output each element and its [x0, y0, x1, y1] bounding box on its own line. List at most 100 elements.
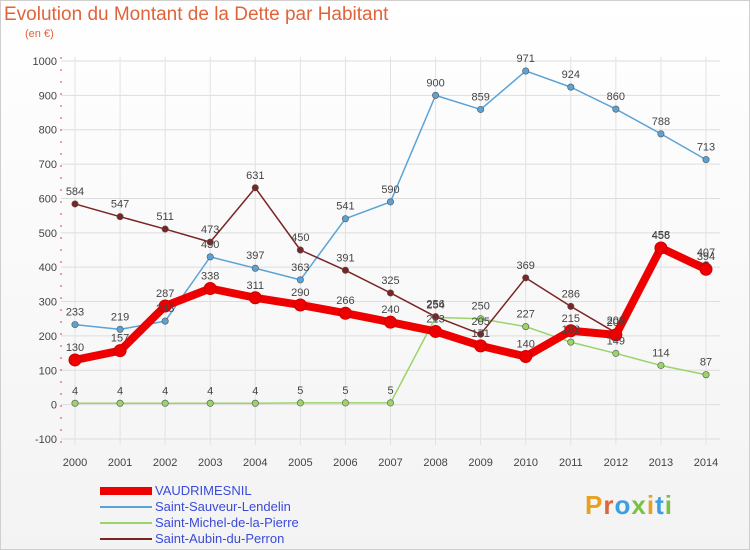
- data-point: [519, 350, 533, 364]
- logo-letter: o: [614, 490, 632, 520]
- data-point: [564, 324, 578, 338]
- data-label: 250: [471, 301, 489, 313]
- data-point: [341, 399, 349, 407]
- data-label: 213: [426, 313, 444, 325]
- logo-letter: r: [603, 490, 615, 520]
- y-tick-label: 100: [39, 365, 57, 377]
- data-label: 130: [66, 342, 84, 354]
- data-label: 391: [336, 252, 354, 264]
- y-tick-label: 200: [39, 331, 57, 343]
- data-label: 4: [117, 385, 123, 397]
- data-point: [477, 315, 485, 323]
- chart-title: Evolution du Montant de la Dette par Hab…: [4, 4, 389, 25]
- data-label: 240: [381, 304, 399, 316]
- legend-label: VAUDRIMESNIL: [155, 483, 252, 498]
- data-label: 338: [201, 270, 219, 282]
- x-tick-label: 2007: [378, 457, 402, 469]
- data-point: [161, 317, 169, 325]
- data-label: 203: [607, 317, 625, 329]
- y-tick-label: 600: [39, 193, 57, 205]
- data-point: [522, 274, 530, 282]
- data-label: 233: [66, 307, 84, 319]
- data-label: 254: [426, 299, 444, 311]
- data-point: [341, 215, 349, 223]
- series-layer: [68, 67, 713, 407]
- data-point: [432, 313, 440, 321]
- data-label: 511: [156, 211, 174, 223]
- data-label: 140: [517, 339, 535, 351]
- data-label: 4: [162, 385, 168, 397]
- data-point: [71, 399, 79, 407]
- y-tick-label: 700: [39, 159, 57, 171]
- data-point: [522, 323, 530, 331]
- data-point: [161, 399, 169, 407]
- legend-swatch: [100, 522, 152, 524]
- x-tick-label: 2000: [63, 457, 87, 469]
- data-label: 590: [381, 184, 399, 196]
- y-tick-label: 300: [39, 297, 57, 309]
- data-point: [567, 338, 575, 346]
- data-point: [251, 184, 259, 192]
- logo-letter: t: [655, 490, 665, 520]
- data-label: 4: [72, 385, 78, 397]
- data-label: 325: [381, 275, 399, 287]
- legend-label: Saint-Sauveur-Lendelin: [155, 499, 291, 514]
- x-tick-label: 2001: [108, 457, 132, 469]
- data-point: [609, 328, 623, 342]
- data-point: [116, 399, 124, 407]
- legend-label: Saint-Aubin-du-Perron: [155, 531, 285, 546]
- data-label: 456: [652, 230, 670, 242]
- data-label: 713: [697, 142, 715, 154]
- data-label: 114: [652, 347, 670, 359]
- data-label: 4: [207, 385, 213, 397]
- data-label: 900: [426, 77, 444, 89]
- data-point: [702, 371, 710, 379]
- data-point: [68, 353, 82, 367]
- data-point: [477, 330, 485, 338]
- y-tick-label: 0: [51, 400, 57, 412]
- data-label: 541: [336, 201, 354, 213]
- data-point: [113, 344, 127, 358]
- data-point: [116, 325, 124, 333]
- data-point: [474, 339, 488, 353]
- data-label: 243: [156, 303, 174, 315]
- data-point: [702, 156, 710, 164]
- data-label: 227: [517, 309, 535, 321]
- data-point: [251, 399, 259, 407]
- data-point: [657, 130, 665, 138]
- data-point: [612, 105, 620, 113]
- data-label: 290: [291, 287, 309, 299]
- data-label: 631: [246, 170, 264, 182]
- y-tick-label: 400: [39, 262, 57, 274]
- data-label: 369: [517, 260, 535, 272]
- data-label: 209: [607, 315, 625, 327]
- data-point: [206, 238, 214, 246]
- x-tick-label: 2009: [468, 457, 492, 469]
- data-label: 394: [697, 251, 715, 263]
- axes-layer: -100 0 100 200 300 400 500 600 700 800 900 1000 2000…: [33, 56, 719, 469]
- data-label: 215: [562, 313, 580, 325]
- data-point: [657, 361, 665, 369]
- x-tick-label: 2003: [198, 457, 222, 469]
- data-label: 157: [111, 333, 129, 345]
- data-label: 219: [111, 311, 129, 323]
- logo-letter: x: [631, 490, 647, 520]
- data-label: 450: [291, 232, 309, 244]
- data-label: 149: [607, 335, 625, 347]
- x-tick-label: 2011: [559, 457, 583, 469]
- data-point: [251, 264, 259, 272]
- data-point: [338, 306, 352, 320]
- logo-letter: i: [646, 490, 656, 520]
- data-label: 4: [252, 385, 258, 397]
- x-tick-label: 2008: [423, 457, 447, 469]
- data-label: 256: [426, 299, 444, 311]
- data-label: 87: [700, 357, 712, 369]
- legend-swatch: [100, 538, 152, 540]
- data-label: 788: [652, 116, 670, 128]
- y-tick-label: -100: [35, 434, 57, 446]
- x-tick-label: 2012: [604, 457, 628, 469]
- data-label: 547: [111, 199, 129, 211]
- data-label: 924: [562, 69, 580, 81]
